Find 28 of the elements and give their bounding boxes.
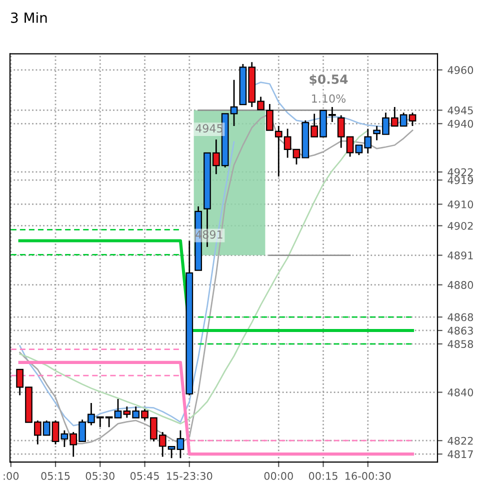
y-tick-label: 4940 (448, 120, 474, 128)
x-tick-label: 00:00 (264, 472, 293, 480)
x-tick-label: 05:30 (86, 472, 114, 480)
x-tick-label: 16-00:30 (346, 472, 391, 480)
y-tick-label: 4919 (448, 176, 473, 184)
y-tick-label: 4840 (448, 388, 474, 396)
x-tick-label: 15-23:30 (167, 472, 212, 480)
y-tick-label: 4910 (448, 200, 474, 208)
y-tick-label: 4922 (448, 168, 473, 176)
candlestick (176, 430, 184, 459)
x-tick-label: 05:15 (41, 472, 70, 480)
y-tick-label: 4817 (448, 450, 473, 458)
x-tick-label: 05:45 (130, 472, 159, 480)
y-tick-label: 4822 (448, 436, 473, 445)
y-tick-label: 4863 (448, 326, 473, 335)
candlestick (266, 103, 274, 132)
y-tick-label: 4858 (448, 340, 474, 348)
y-tick-label: 4868 (448, 313, 474, 322)
y-tick-label: 4891 (448, 251, 473, 260)
y-tick-label: 4880 (448, 281, 474, 289)
annotation: $0.54 (310, 74, 348, 86)
x-tick-label: :00 (4, 472, 19, 480)
x-tick-label: 00:15 (308, 472, 338, 480)
y-tick-label: 4902 (448, 222, 473, 230)
annotation: 1.10% (312, 94, 346, 103)
y-tick-label: 4945 (448, 106, 473, 114)
chart-title: 3 Min (11, 12, 47, 23)
y-tick-label: 4960 (448, 66, 474, 74)
